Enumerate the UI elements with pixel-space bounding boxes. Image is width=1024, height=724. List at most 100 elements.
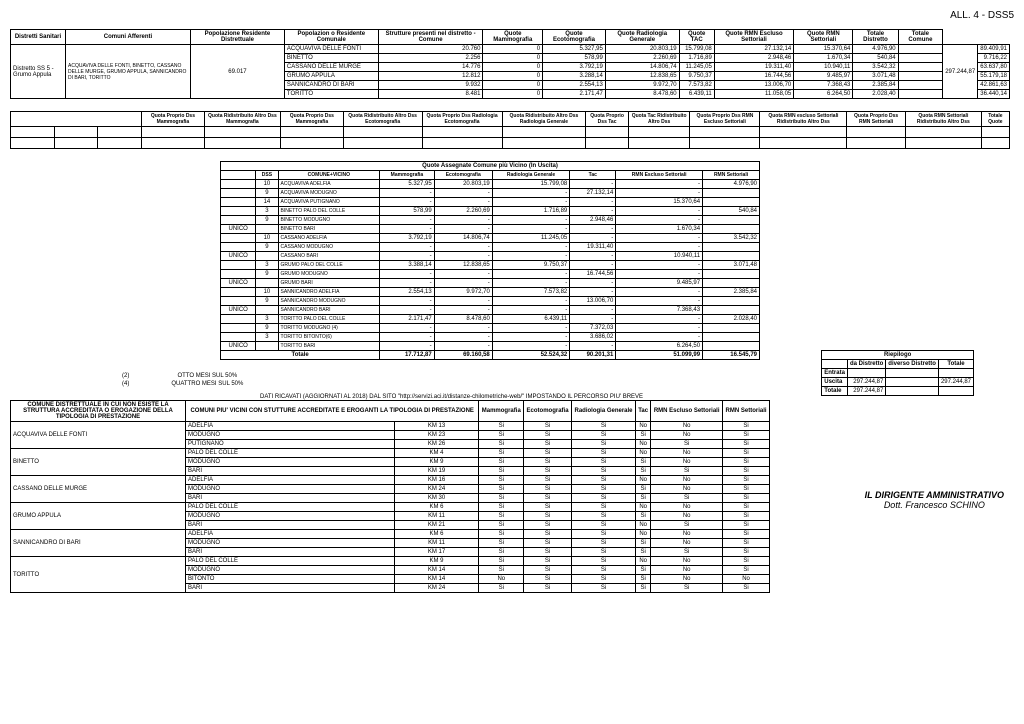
t4-cell: Si	[651, 494, 723, 503]
t2-header: Quota RMN Settoriali Ridistribuito Altro…	[905, 112, 981, 127]
rp-cell	[886, 387, 939, 396]
t4-cell: KM 6	[394, 503, 479, 512]
t4-cell: Si	[723, 566, 770, 575]
t3-cell: -	[570, 342, 616, 351]
t4-cell: Si	[636, 494, 651, 503]
t3-comune: CASSANO BARI	[278, 252, 380, 261]
fn-num: (2)	[120, 372, 169, 380]
t3-cell	[256, 252, 278, 261]
t1-cell: 15.370,64	[794, 45, 853, 54]
t4-cell: Si	[651, 440, 723, 449]
t4h-rad: Radiologia Generale	[571, 401, 635, 422]
t1-cell: 10.940,11	[794, 63, 853, 72]
t4-cell: Si	[479, 566, 524, 575]
t2-empty	[54, 138, 98, 149]
t2-header: Quota Ridistribuito Altro Dss Radiologia…	[502, 112, 586, 127]
t4-cell: Si	[524, 485, 572, 494]
t4-cell: ADELFIA	[186, 530, 395, 539]
t3-cell	[703, 270, 760, 279]
t4-cell: Si	[636, 575, 651, 584]
t2-header: Quota Proprio Dss RMN Escluso Settoriali	[690, 112, 760, 127]
t1-cell: 0	[483, 45, 543, 54]
t3-cell: -	[570, 315, 616, 324]
t1-header: Popolazione Residente Distrettuale	[191, 30, 285, 45]
t1-cell: 20.760	[378, 45, 483, 54]
t4-cell: Si	[524, 476, 572, 485]
table3-section: Quote Assegnate Comune più Vicino (In Us…	[220, 161, 770, 360]
t1-cell: 0	[483, 54, 543, 63]
t1-cell: 1.670,34	[794, 54, 853, 63]
t4-cell: KM 23	[394, 431, 479, 440]
t3-cell: 9	[256, 216, 278, 225]
t4-group: TORITTO	[11, 557, 186, 593]
t4-cell: Si	[723, 422, 770, 431]
t4-cell: Si	[723, 512, 770, 521]
t3-cell: -	[570, 279, 616, 288]
t3-cell: -	[434, 198, 492, 207]
t4-cell: No	[723, 575, 770, 584]
t2-empty	[586, 138, 629, 149]
t4-cell: No	[636, 449, 651, 458]
table1: Distretti SanitariComuni AfferentiPopola…	[10, 29, 1010, 99]
t1-cell: GRUMO APPULA	[284, 72, 378, 81]
t1-cell: 19.311,40	[714, 63, 793, 72]
t4-cell: Si	[479, 512, 524, 521]
t1-header: Quote RMN Escluso Settoriali	[714, 30, 793, 45]
t1-cell	[898, 63, 943, 72]
t4-cell: Si	[636, 485, 651, 494]
t3-cell: 2.554,13	[380, 288, 434, 297]
t3-cell: 3.686,02	[570, 333, 616, 342]
t4-cell: Si	[571, 539, 635, 548]
t4-cell: Si	[723, 584, 770, 593]
rp-cell: Entrata	[822, 369, 848, 378]
t4-cell: Si	[723, 467, 770, 476]
t3-cell	[256, 279, 278, 288]
t2-empty	[343, 127, 422, 138]
t3-header: Ecotomografia	[434, 171, 492, 180]
t3-cell	[221, 243, 256, 252]
t4-cell: Si	[479, 422, 524, 431]
t4-cell: Si	[524, 530, 572, 539]
t1-cell: BINETTO	[284, 54, 378, 63]
t1-cell: 36.440,14	[978, 90, 1010, 99]
t4-cell: Si	[479, 431, 524, 440]
fn-text: OTTO MESI SUL 50%	[169, 372, 245, 380]
t3-cell: 9	[256, 189, 278, 198]
t2-empty	[204, 138, 280, 149]
t2-empty	[11, 138, 55, 149]
t4-cell: Si	[723, 548, 770, 557]
t4-cell: No	[636, 476, 651, 485]
t1-cell: 540,84	[853, 54, 898, 63]
t3-cell: UNICO	[221, 252, 256, 261]
t3-comune: BINETTO BARI	[278, 225, 380, 234]
t2-empty	[502, 138, 586, 149]
t3-cell: 1.716,89	[492, 207, 569, 216]
t1-cell	[898, 90, 943, 99]
t1-cell: 3.288,14	[543, 72, 606, 81]
t1-cell: 9.485,97	[794, 72, 853, 81]
t1-cell	[898, 81, 943, 90]
t1-cell	[898, 54, 943, 63]
t4-cell: Si	[636, 539, 651, 548]
t4-cell: Si	[524, 521, 572, 530]
t2-empty	[142, 138, 205, 149]
t3-total: 16.545,79	[703, 351, 760, 360]
t4-cell: Si	[723, 503, 770, 512]
t3-total: 90.201,31	[570, 351, 616, 360]
t4-cell: MODUGNO	[186, 512, 395, 521]
t2-header: Quota RMN escluso Settoriali Ridistribui…	[760, 112, 847, 127]
t4-cell: KM 24	[394, 584, 479, 593]
t3-cell: -	[492, 198, 569, 207]
t4-cell: KM 26	[394, 440, 479, 449]
t3-cell: -	[616, 288, 703, 297]
t3-cell: -	[616, 333, 703, 342]
t2-lead	[11, 112, 142, 127]
t1-header: Distretti Sanitari	[11, 30, 66, 45]
t4-cell: KM 11	[394, 512, 479, 521]
t4-cell: Si	[479, 530, 524, 539]
t4-cell: Si	[571, 512, 635, 521]
t4-cell: No	[479, 575, 524, 584]
t3-cell: -	[380, 243, 434, 252]
t3-comune: TORITTO MODUGNO (4)	[278, 324, 380, 333]
t3-cell: -	[492, 252, 569, 261]
